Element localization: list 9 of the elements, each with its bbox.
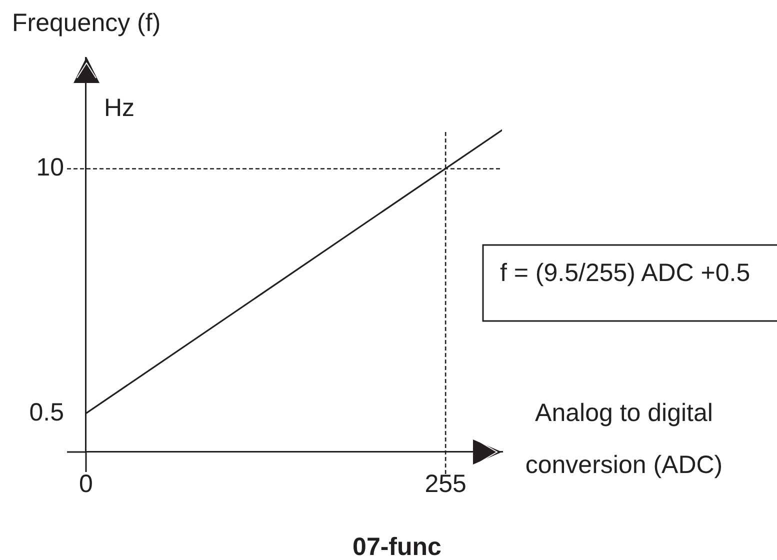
text: 07-func	[352, 533, 442, 560]
annotation: Hz	[104, 93, 135, 123]
y-axis-title: Frequency (f)	[12, 8, 161, 38]
y-tick-label: 10	[36, 154, 64, 182]
x-axis-title: Analog to digital conversion (ADC)	[524, 398, 724, 481]
y-tick-label: 0.5	[29, 398, 64, 426]
x-tick-label: 0	[79, 470, 93, 498]
annotation: f = (9.5/255) ADC +0.5	[500, 258, 750, 288]
x-tick-label: 255	[424, 470, 466, 498]
